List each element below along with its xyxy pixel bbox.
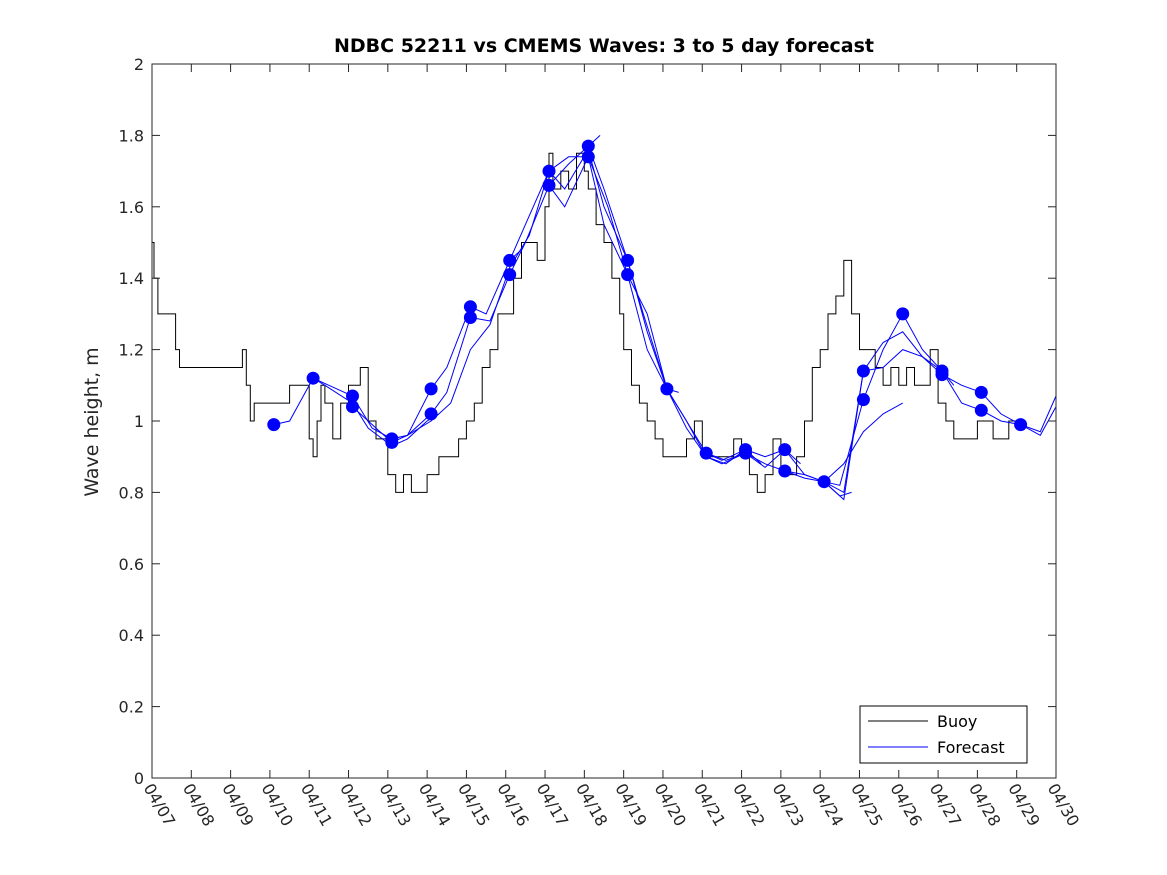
legend-label-forecast: Forecast xyxy=(937,738,1005,757)
forecast-marker-10 xyxy=(463,311,477,324)
forecast-marker-8 xyxy=(424,407,438,421)
forecast-marker-1 xyxy=(267,418,281,432)
forecast-marker-4 xyxy=(346,400,359,414)
forecast-marker-14 xyxy=(542,178,556,192)
forecast-marker-17 xyxy=(621,253,635,267)
y-tick-label-3: 0.6 xyxy=(119,555,144,574)
forecast-marker-31 xyxy=(974,385,988,399)
forecast-marker-30 xyxy=(935,368,949,382)
forecast-marker-6 xyxy=(385,435,399,449)
forecast-marker-23 xyxy=(778,443,792,457)
forecast-marker-22 xyxy=(739,446,752,460)
forecast-marker-2 xyxy=(306,371,320,385)
forecast-marker-28 xyxy=(896,307,910,321)
forecast-marker-27 xyxy=(856,393,870,407)
y-tick-label-8: 1.6 xyxy=(119,198,144,217)
chart-title: NDBC 52211 vs CMEMS Waves: 3 to 5 day fo… xyxy=(334,35,874,57)
forecast-marker-32 xyxy=(974,403,988,417)
y-tick-label-0: 0 xyxy=(134,769,144,788)
forecast-marker-15 xyxy=(581,139,595,153)
forecast-series-line-6 xyxy=(548,155,801,465)
y-tick-label-5: 1 xyxy=(134,412,144,431)
forecast-marker-13 xyxy=(542,164,556,178)
legend-label-buoy: Buoy xyxy=(937,712,977,731)
forecast-marker-3 xyxy=(346,389,359,403)
plot-background xyxy=(152,64,1056,778)
forecast-marker-12 xyxy=(503,268,517,282)
forecast-marker-11 xyxy=(503,253,517,267)
y-tick-label-1: 0.2 xyxy=(119,698,144,717)
forecast-marker-9 xyxy=(463,300,477,314)
forecast-series-line-11 xyxy=(823,402,903,483)
legend: Buoy Forecast xyxy=(859,705,1028,764)
forecast-marker-25 xyxy=(817,475,831,489)
forecast-marker-33 xyxy=(1014,418,1028,432)
forecast-marker-20 xyxy=(699,446,713,460)
y-axis-label: Wave height, m xyxy=(81,347,103,496)
y-tick-label-9: 1.8 xyxy=(119,126,144,145)
forecast-marker-7 xyxy=(424,382,438,396)
y-tick-label-4: 0.8 xyxy=(119,483,144,502)
y-tick-label-10: 2 xyxy=(134,55,144,74)
forecast-marker-19 xyxy=(660,382,674,396)
y-tick-label-2: 0.4 xyxy=(119,626,144,645)
forecast-marker-26 xyxy=(856,364,870,378)
y-tick-label-7: 1.4 xyxy=(119,269,144,288)
forecast-marker-18 xyxy=(621,268,635,282)
y-tick-label-6: 1.2 xyxy=(119,341,144,360)
legend-box xyxy=(859,705,1028,764)
buoy-series-line xyxy=(152,152,1025,493)
forecast-marker-16 xyxy=(581,150,595,164)
forecast-marker-24 xyxy=(778,464,792,478)
